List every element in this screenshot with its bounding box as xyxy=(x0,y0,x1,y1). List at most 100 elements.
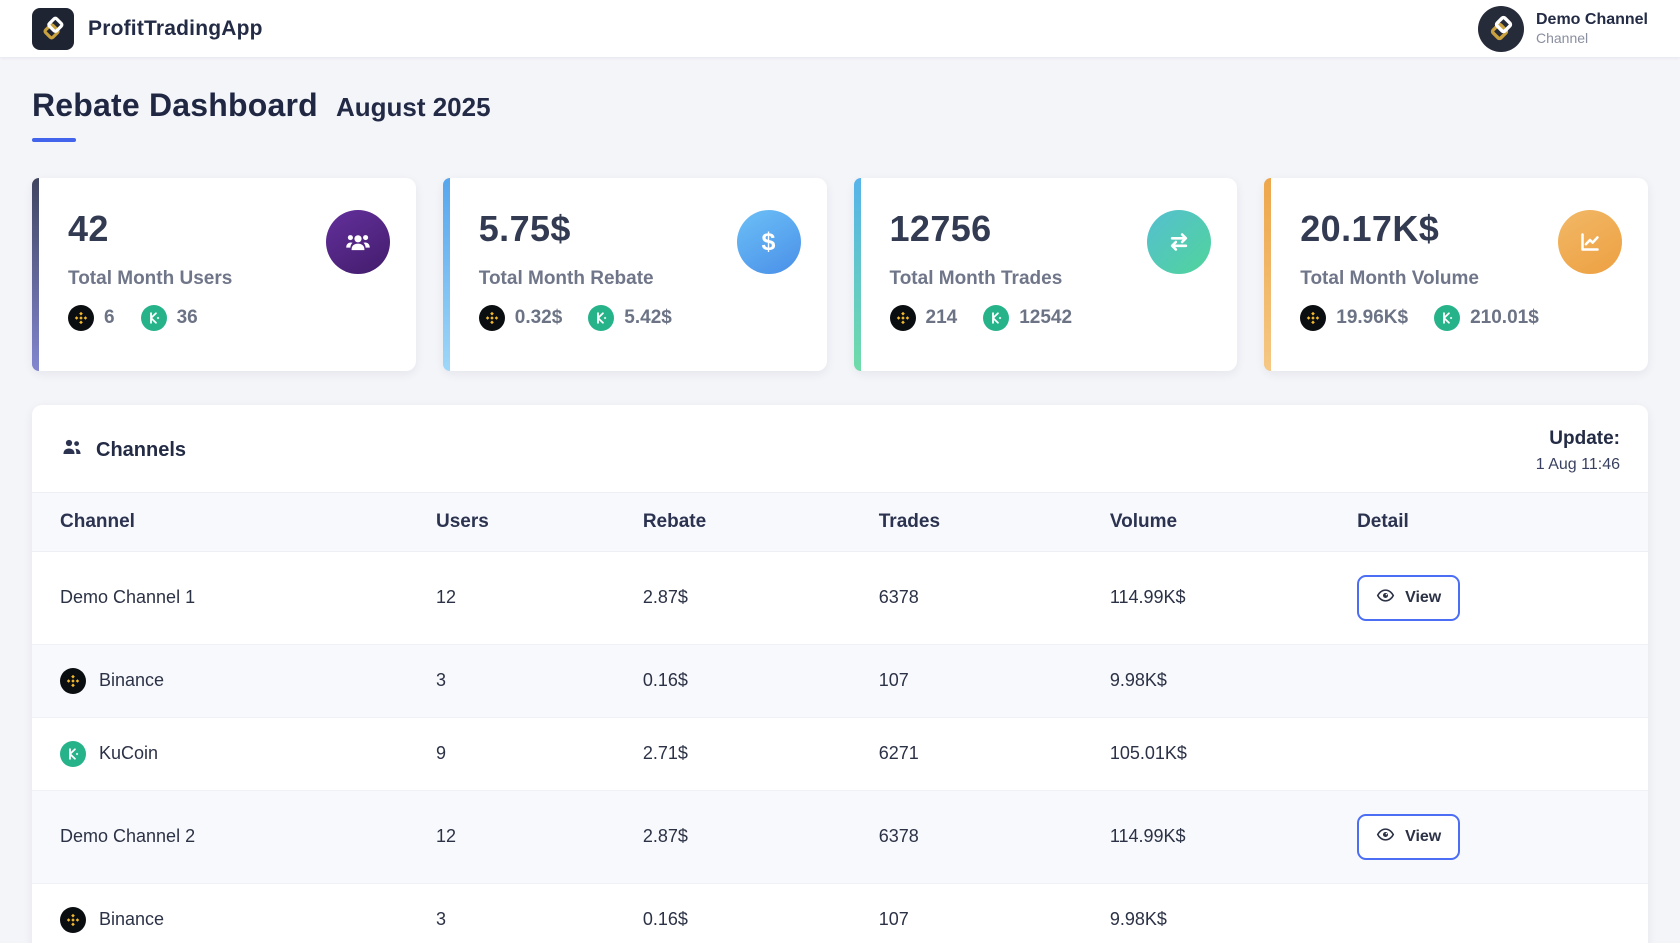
binance-value: 19.96K$ xyxy=(1336,307,1409,328)
trades-cell: 6271 xyxy=(878,717,1110,791)
view-label: View xyxy=(1405,827,1442,845)
stat-value: 5.75$ xyxy=(478,208,571,249)
accent-strip xyxy=(853,178,861,371)
app-name: ProfitTradingApp xyxy=(88,16,263,40)
col-detail: Detail xyxy=(1357,491,1648,552)
col-trades: Trades xyxy=(878,491,1110,552)
trades-cell: 107 xyxy=(878,644,1110,718)
rebate-cell: 0.16$ xyxy=(642,644,879,718)
binance-icon xyxy=(60,667,86,694)
table-header-row: Channel Users Rebate Trades Volume Detai… xyxy=(32,491,1648,552)
stat-card-users: 42 Total Month Users 6 36 xyxy=(32,178,416,371)
binance-icon xyxy=(60,906,86,933)
app-logo-icon xyxy=(32,7,74,50)
binance-value: 6 xyxy=(104,307,115,328)
col-volume: Volume xyxy=(1109,491,1358,552)
rebate-cell: 2.71$ xyxy=(642,717,879,791)
users-cell: 12 xyxy=(435,790,643,884)
kucoin-value: 36 xyxy=(176,307,198,328)
top-bar: ProfitTradingApp Demo Channel Channel xyxy=(0,0,1680,57)
kucoin-icon xyxy=(588,305,615,331)
stat-label: Total Month Rebate xyxy=(478,268,654,289)
kucoin-icon xyxy=(60,740,86,767)
view-button[interactable]: View xyxy=(1357,574,1461,621)
stat-value: 20.17K$ xyxy=(1300,208,1440,249)
eye-icon xyxy=(1376,586,1395,610)
kucoin-value: 12542 xyxy=(1019,307,1073,328)
eye-icon xyxy=(1376,825,1395,849)
stat-card-volume: 20.17K$ Total Month Volume 19.96K$ 210.0… xyxy=(1264,178,1648,371)
stat-label: Total Month Users xyxy=(68,268,233,289)
volume-cell: 105.01K$ xyxy=(1109,717,1358,791)
users-cell: 3 xyxy=(435,883,643,943)
stat-card-trades: 12756 Total Month Trades 214 12542 xyxy=(853,178,1238,371)
binance-icon xyxy=(889,305,916,331)
users-cell: 12 xyxy=(435,551,643,645)
rebate-cell: 2.87$ xyxy=(642,551,879,645)
table-row: Binance 3 0.16$ 107 9.98K$ xyxy=(32,644,1648,718)
stat-label: Total Month Trades xyxy=(889,268,1063,289)
page-title: Rebate Dashboard xyxy=(32,87,318,123)
binance-icon xyxy=(478,305,505,331)
table-row: Binance 3 0.16$ 107 9.98K$ xyxy=(32,883,1648,943)
kucoin-icon xyxy=(983,305,1010,331)
col-channel: Channel xyxy=(32,491,436,552)
channel-name: KuCoin xyxy=(99,743,159,764)
stat-cards: 42 Total Month Users 6 36 xyxy=(32,178,1648,371)
kucoin-value: 210.01$ xyxy=(1470,307,1539,328)
channel-name: Binance xyxy=(99,909,165,930)
rebate-cell: 0.16$ xyxy=(642,883,879,943)
title-underline xyxy=(32,138,76,142)
accent-strip xyxy=(1264,178,1272,371)
kucoin-icon xyxy=(1434,305,1461,331)
binance-icon xyxy=(1300,305,1327,331)
stat-card-rebate: 5.75$ Total Month Rebate 0.32$ 5.42$ $ xyxy=(442,178,827,371)
trades-cell: 6378 xyxy=(878,551,1110,645)
table-row: KuCoin 9 2.71$ 6271 105.01K$ xyxy=(32,717,1648,791)
account-menu[interactable]: Demo Channel Channel xyxy=(1477,5,1648,52)
page-period: August 2025 xyxy=(335,92,491,122)
users-cell: 9 xyxy=(435,717,643,791)
chart-line-icon xyxy=(1558,210,1622,274)
volume-cell: 9.98K$ xyxy=(1109,644,1358,718)
trades-cell: 107 xyxy=(878,883,1110,943)
binance-value: 214 xyxy=(925,307,958,328)
view-label: View xyxy=(1405,588,1442,606)
group-users-icon xyxy=(325,210,390,274)
account-avatar xyxy=(1477,5,1524,52)
binance-icon xyxy=(68,305,94,331)
account-name: Demo Channel xyxy=(1535,10,1648,28)
col-users: Users xyxy=(435,491,643,552)
binance-value: 0.32$ xyxy=(514,307,563,328)
accent-strip xyxy=(442,178,450,371)
channels-title: Channels xyxy=(96,438,187,461)
stat-value: 42 xyxy=(68,208,109,249)
volume-cell: 114.99K$ xyxy=(1109,551,1358,645)
volume-cell: 114.99K$ xyxy=(1109,790,1358,884)
volume-cell: 9.98K$ xyxy=(1109,883,1358,943)
account-role: Channel xyxy=(1535,29,1589,46)
swap-arrows-icon xyxy=(1147,210,1212,274)
channel-name: Binance xyxy=(99,670,165,691)
table-row: Demo Channel 1 12 2.87$ 6378 114.99K$ xyxy=(32,551,1648,645)
kucoin-icon xyxy=(140,305,167,331)
channels-table: Channel Users Rebate Trades Volume Detai… xyxy=(32,491,1648,943)
kucoin-value: 5.42$ xyxy=(624,307,672,328)
channels-card: Channels Update: 1 Aug 11:46 Channel Use… xyxy=(32,405,1648,943)
rebate-cell: 2.87$ xyxy=(642,790,879,884)
users-cell: 3 xyxy=(435,644,643,718)
channel-name: Demo Channel 2 xyxy=(60,826,196,847)
trades-cell: 6378 xyxy=(878,790,1110,884)
dollar-icon: $ xyxy=(736,210,801,274)
table-row: Demo Channel 2 12 2.87$ 6378 114.99K$ xyxy=(32,790,1648,884)
accent-strip xyxy=(32,178,39,371)
channel-name: Demo Channel 1 xyxy=(60,587,196,608)
view-button[interactable]: View xyxy=(1357,813,1461,860)
stat-value: 12756 xyxy=(889,208,992,249)
rebate-dashboard-page: Rebate Dashboard August 2025 42 Total Mo… xyxy=(0,87,1680,943)
stat-label: Total Month Volume xyxy=(1300,268,1479,289)
update-label: Update: xyxy=(1549,428,1620,449)
brand[interactable]: ProfitTradingApp xyxy=(32,7,263,50)
people-icon xyxy=(60,435,84,465)
col-rebate: Rebate xyxy=(642,491,879,552)
